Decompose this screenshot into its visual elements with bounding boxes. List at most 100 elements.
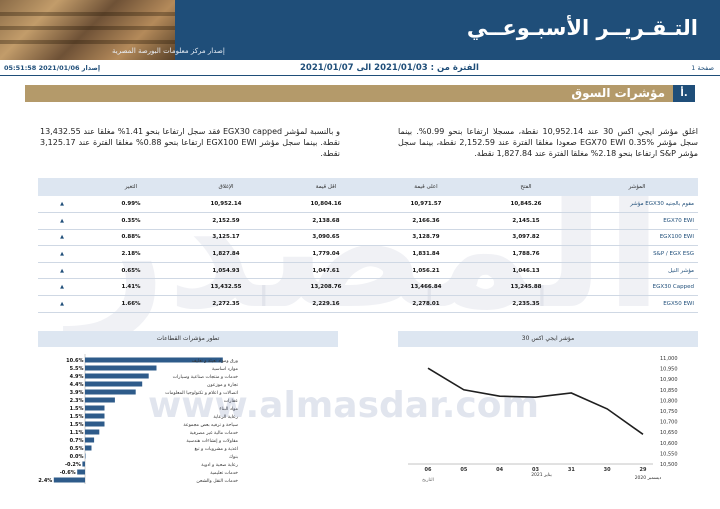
change-cell: 0.99% bbox=[86, 196, 176, 214]
egx30-chart-title: مؤشر ايجي اكس 30 bbox=[398, 331, 698, 347]
y-tick-label: 11,000 bbox=[660, 356, 678, 362]
x-tick-label: 04 bbox=[496, 467, 503, 473]
table-row: ▲ 0.88% 3,125.17 3,090.65 3,128.79 3,097.82 EG… bbox=[38, 229, 698, 247]
sector-bar bbox=[85, 381, 143, 387]
col-header-open: الفتح bbox=[476, 178, 576, 196]
low-cell: 2,229.16 bbox=[276, 295, 376, 313]
sector-bar bbox=[85, 421, 105, 427]
report-title: التـقـريــر الأسبـوعــي bbox=[466, 16, 698, 40]
sector-category-label: مقاولات و إنشاءات هندسية bbox=[186, 439, 238, 444]
sector-category-label: بنوك bbox=[229, 455, 238, 460]
sector-category-label: خدمات تعليمية bbox=[210, 471, 238, 476]
index-name-cell: مؤشر النيل bbox=[576, 262, 698, 280]
sector-category-label: رعاية صحية و ادوية bbox=[201, 463, 238, 468]
open-cell: 13,245.88 bbox=[476, 278, 576, 297]
sector-value-label: 0.0% bbox=[70, 454, 84, 460]
sector-bar bbox=[85, 389, 136, 395]
sector-category-label: خدمات مالية غير مصرفية bbox=[190, 431, 238, 436]
sector-bar bbox=[82, 461, 85, 467]
x-axis-title: التاريخ bbox=[422, 478, 434, 483]
open-cell: 2,235.35 bbox=[476, 295, 576, 313]
y-tick-label: 10,950 bbox=[660, 367, 678, 373]
high-cell: 13,466.84 bbox=[376, 278, 476, 297]
page-number: صفحة 1 bbox=[691, 64, 714, 72]
y-tick-label: 10,900 bbox=[660, 377, 678, 383]
high-cell: 10,971.57 bbox=[376, 196, 476, 214]
open-cell: 2,145.15 bbox=[476, 212, 576, 230]
summary-paragraph-left: و بالنسبة لمؤشر EGX30 capped فقد سجل ارت… bbox=[40, 127, 341, 158]
section-number: أ. bbox=[673, 85, 695, 102]
change-arrow: ▲ bbox=[38, 212, 86, 230]
index-name-cell: EGX70 EWI bbox=[576, 212, 698, 230]
sector-value-label: -0.2% bbox=[65, 462, 81, 468]
sector-value-label: 0.5% bbox=[70, 446, 84, 452]
col-header-index: المؤشر bbox=[576, 178, 698, 196]
y-tick-label: 10,650 bbox=[660, 430, 678, 436]
sector-bar bbox=[85, 445, 92, 451]
open-cell: 3,097.82 bbox=[476, 229, 576, 247]
summary-paragraph-right: اغلق مؤشر ايجي اكس 30 عند 10,952.14 نقطة… bbox=[398, 127, 698, 158]
close-cell: 2,152.59 bbox=[176, 212, 276, 230]
x-tick-label: 30 bbox=[604, 467, 611, 473]
x-tick-label: 31 bbox=[568, 467, 575, 473]
change-cell: 1.66% bbox=[86, 295, 176, 313]
y-tick-label: 10,800 bbox=[660, 398, 678, 404]
change-cell: 0.65% bbox=[86, 262, 176, 280]
low-cell: 3,090.65 bbox=[276, 229, 376, 247]
index-name-cell: EGX100 EWI bbox=[576, 229, 698, 247]
high-cell: 3,128.79 bbox=[376, 229, 476, 247]
sector-category-label: موارد اساسية bbox=[212, 367, 239, 372]
sector-category-label: خدمات النقل والشحن bbox=[196, 479, 238, 484]
sector-value-label: 1.5% bbox=[70, 414, 84, 420]
sectors-bar-chart: 10.6% ورق ومواد تعبئة و تغليف 5.5% موارد اس… bbox=[38, 354, 239, 484]
sector-category-label: خدمات و منتجات صناعية وسيارات bbox=[173, 375, 239, 380]
sector-bar bbox=[85, 365, 157, 371]
sector-bar bbox=[85, 373, 149, 379]
change-arrow: ▲ bbox=[38, 278, 86, 297]
egx30-series-line bbox=[427, 367, 644, 435]
sector-category-label: ورق ومواد تعبئة و تغليف bbox=[192, 358, 238, 364]
close-cell: 3,125.17 bbox=[176, 229, 276, 247]
sector-bar bbox=[85, 357, 223, 363]
change-arrow: ▲ bbox=[38, 196, 86, 214]
x-tick-label: 03 bbox=[532, 467, 539, 473]
y-tick-label: 10,600 bbox=[660, 441, 678, 447]
col-header-high: اعلى قيمة bbox=[376, 178, 476, 196]
high-cell: 1,831.84 bbox=[376, 245, 476, 263]
col-header-low: اقل قيمة bbox=[276, 178, 376, 196]
table-row: ▲ 1.41% 13,432.55 13,208.76 13,466.84 13,245.… bbox=[38, 278, 698, 297]
section-bar: أ. مؤشرات السوق bbox=[25, 85, 695, 102]
sector-value-label: 1.5% bbox=[70, 406, 84, 412]
sector-bar bbox=[85, 453, 86, 459]
indices-table: التغير الإغلاق اقل قيمة اعلى قيمة الفتح … bbox=[38, 178, 698, 313]
sector-bar bbox=[85, 397, 115, 403]
change-cell: 0.35% bbox=[86, 212, 176, 230]
close-cell: 1,054.93 bbox=[176, 262, 276, 280]
low-cell: 10,804.16 bbox=[276, 196, 376, 214]
change-arrow: ▲ bbox=[38, 262, 86, 280]
month-label-jan: يناير 2021 bbox=[531, 472, 552, 478]
sector-value-label: 10.6% bbox=[66, 358, 83, 364]
sector-value-label: 2.3% bbox=[70, 398, 84, 404]
y-tick-label: 10,750 bbox=[660, 409, 678, 415]
y-tick-label: 10,500 bbox=[660, 462, 678, 468]
y-tick-label: 10,850 bbox=[660, 388, 678, 394]
x-tick-label: 29 bbox=[640, 467, 647, 473]
sector-bar bbox=[53, 477, 85, 483]
index-name-cell: S&P / EGX ESG bbox=[576, 245, 698, 263]
table-header-row: التغير الإغلاق اقل قيمة اعلى قيمة الفتح … bbox=[38, 178, 698, 196]
report-period: الفترة من : 2021/01/03 الى 2021/01/07 bbox=[300, 63, 479, 73]
table-row: ▲ 1.66% 2,272.35 2,229.16 2,278.01 2,235.35 EG… bbox=[38, 295, 698, 313]
sector-value-label: 3.9% bbox=[70, 390, 84, 396]
col-header-arrow bbox=[38, 178, 86, 196]
index-name-cell: مؤشر EGX30 مقوم بالجنيه bbox=[576, 196, 698, 214]
header-caption: إصدار مركز معلومات البورصة المصرية bbox=[112, 47, 225, 55]
change-cell: 2.18% bbox=[86, 245, 176, 263]
low-cell: 1,047.61 bbox=[276, 262, 376, 280]
sector-category-label: اغذية و مشروبات و تبغ bbox=[194, 447, 238, 452]
y-tick-label: 10,700 bbox=[660, 420, 678, 426]
sector-category-label: اتصالات و اعلام و تكنولوجيا المعلومات bbox=[165, 390, 238, 396]
sector-value-label: -0.6% bbox=[60, 470, 76, 476]
open-cell: 1,046.13 bbox=[476, 262, 576, 280]
sector-bar bbox=[77, 469, 85, 475]
